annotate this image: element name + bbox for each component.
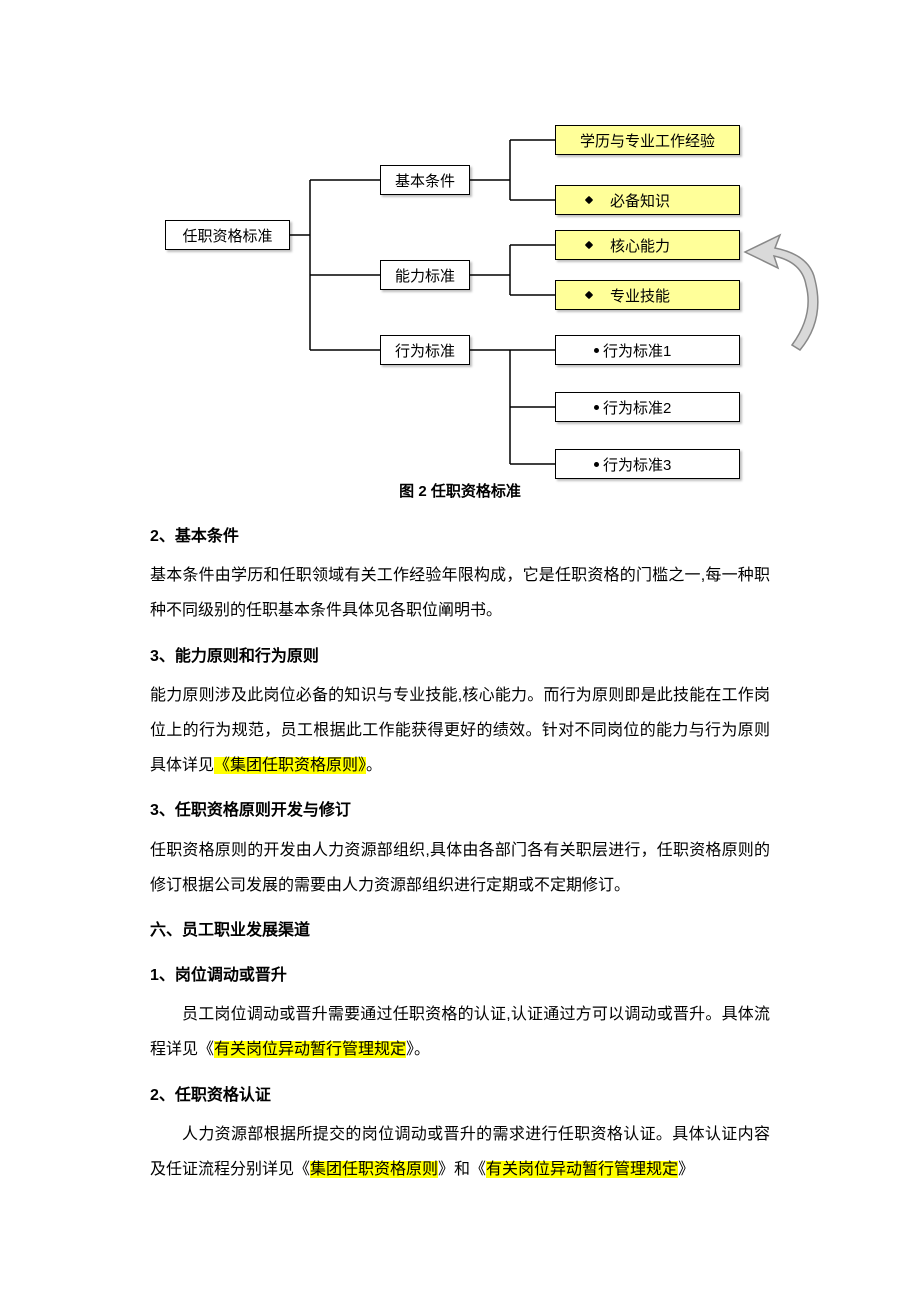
node-label: 基本条件 xyxy=(395,170,455,191)
heading-career-channel: 六、员工职业发展渠道 xyxy=(150,913,770,948)
dot-icon xyxy=(594,348,599,353)
node-label: 行为标准2 xyxy=(603,397,671,418)
node-education-experience: 学历与专业工作经验 xyxy=(555,125,740,155)
node-root: 任职资格标准 xyxy=(165,220,290,250)
document-body: 2、基本条件 基本条件由学历和任职领域有关工作经验年限构成，它是任职资格的门槛之… xyxy=(0,519,920,1253)
node-label: 学历与专业工作经验 xyxy=(580,130,715,151)
text: 》 xyxy=(678,1161,694,1178)
node-label: 行为标准1 xyxy=(603,340,671,361)
paragraph: 能力原则涉及此岗位必备的知识与专业技能,核心能力。而行为原则即是此技能在工作岗位… xyxy=(150,678,770,784)
node-behavior-2: 行为标准2 xyxy=(555,392,740,422)
node-ability-standard: 能力标准 xyxy=(380,260,470,290)
node-behavior-3: 行为标准3 xyxy=(555,449,740,479)
node-label: 核心能力 xyxy=(610,235,670,256)
highlighted-reference: 《集团任职资格原则》 xyxy=(214,757,366,774)
heading-qualification-cert: 2、任职资格认证 xyxy=(150,1078,770,1113)
node-label: 行为标准 xyxy=(395,340,455,361)
node-root-label: 任职资格标准 xyxy=(182,225,272,246)
qualification-diagram: 任职资格标准 基本条件 能力标准 行为标准 学历与专业工作经验 必备知识 核心能… xyxy=(0,100,920,490)
text: 》和《 xyxy=(438,1161,486,1178)
paragraph: 人力资源部根据所提交的岗位调动或晋升的需求进行任职资格认证。具体认证内容及任证流… xyxy=(150,1117,770,1187)
node-essential-knowledge: 必备知识 xyxy=(555,185,740,215)
document-page: 任职资格标准 基本条件 能力标准 行为标准 学历与专业工作经验 必备知识 核心能… xyxy=(0,100,920,1253)
heading-development-revision: 3、任职资格原则开发与修订 xyxy=(150,793,770,828)
node-label: 能力标准 xyxy=(395,265,455,286)
node-basic-conditions: 基本条件 xyxy=(380,165,470,195)
node-professional-skill: 专业技能 xyxy=(555,280,740,310)
bullet-icon xyxy=(585,196,593,204)
paragraph: 基本条件由学历和任职领域有关工作经验年限构成，它是任职资格的门槛之一,每一种职种… xyxy=(150,558,770,628)
heading-transfer-promotion: 1、岗位调动或晋升 xyxy=(150,958,770,993)
heading-basic-conditions: 2、基本条件 xyxy=(150,519,770,554)
dot-icon xyxy=(594,405,599,410)
text: 。 xyxy=(366,757,382,774)
node-label: 必备知识 xyxy=(610,190,670,211)
curved-arrow-icon xyxy=(740,230,830,360)
node-label: 专业技能 xyxy=(610,285,670,306)
bullet-icon xyxy=(585,241,593,249)
highlighted-reference: 有关岗位异动暂行管理规定 xyxy=(486,1161,678,1178)
text: 》。 xyxy=(406,1041,430,1058)
node-label: 行为标准3 xyxy=(603,454,671,475)
bullet-icon xyxy=(585,291,593,299)
node-core-ability: 核心能力 xyxy=(555,230,740,260)
dot-icon xyxy=(594,462,599,467)
paragraph: 任职资格原则的开发由人力资源部组织,具体由各部门各有关职层进行，任职资格原则的修… xyxy=(150,833,770,903)
highlighted-reference: 集团任职资格原则 xyxy=(310,1161,438,1178)
node-behavior-1: 行为标准1 xyxy=(555,335,740,365)
paragraph: 员工岗位调动或晋升需要通过任职资格的认证,认证通过方可以调动或晋升。具体流程详见… xyxy=(150,997,770,1067)
node-behavior-standard: 行为标准 xyxy=(380,335,470,365)
heading-ability-behavior: 3、能力原则和行为原则 xyxy=(150,639,770,674)
highlighted-reference: 有关岗位异动暂行管理规定 xyxy=(214,1041,406,1058)
